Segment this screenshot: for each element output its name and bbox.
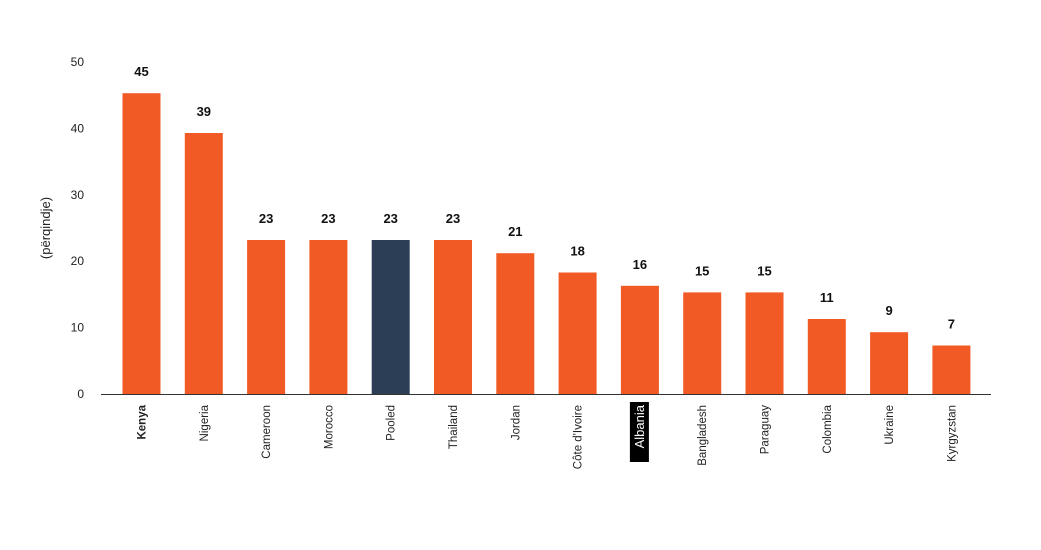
value-label: 23 <box>321 211 335 226</box>
y-tick-label: 10 <box>71 321 85 335</box>
category-label-group: Nigeria <box>199 404 211 441</box>
value-label: 21 <box>508 224 522 239</box>
category-label: Colombia <box>822 404 834 453</box>
category-label: Albania <box>632 404 647 448</box>
category-label: Morocco <box>323 405 335 449</box>
category-label-group: Cameroon <box>261 405 273 459</box>
category-label-group: Albania <box>629 402 649 462</box>
bar-morocco <box>309 240 348 394</box>
y-tick-label: 40 <box>71 121 85 135</box>
y-axis-ticks: 0 10 20 30 40 50 <box>71 55 85 401</box>
category-label: Paraguay <box>760 405 772 454</box>
value-label: 18 <box>570 244 584 259</box>
category-label: Nigeria <box>199 404 211 441</box>
category-label-group: Paraguay <box>760 405 772 454</box>
value-labels: 45 39 23 23 23 23 21 18 16 15 15 11 9 7 <box>134 64 955 331</box>
category-label-group: Thailand <box>448 405 460 449</box>
category-label-group: Jordan <box>510 405 522 440</box>
category-label: Kenya <box>137 404 149 439</box>
bars <box>122 93 971 394</box>
bar-bangladesh <box>683 292 722 394</box>
category-label-group: Kenya <box>137 404 149 439</box>
bar-cameroon <box>247 240 286 394</box>
value-label: 16 <box>633 257 647 272</box>
value-label: 45 <box>134 64 148 79</box>
bar-kenya <box>122 93 161 394</box>
category-label-group: Morocco <box>323 405 335 449</box>
category-label-group: Ukraine <box>884 405 896 445</box>
y-tick-label: 0 <box>77 387 84 401</box>
category-label: Côte d'Ivoire <box>573 405 585 469</box>
value-label: 39 <box>197 104 211 119</box>
category-label: Ukraine <box>884 405 896 445</box>
y-tick-label: 50 <box>71 55 85 69</box>
category-label: Bangladesh <box>697 405 709 466</box>
value-label: 15 <box>695 263 709 278</box>
value-label: 7 <box>948 317 955 332</box>
value-label: 23 <box>383 211 397 226</box>
category-label: Kyrgyzstan <box>946 405 958 462</box>
bar-ukraine <box>870 332 909 394</box>
category-label: Cameroon <box>261 405 273 459</box>
y-tick-label: 20 <box>71 254 85 268</box>
bar-thailand <box>434 240 472 394</box>
bar-jordan <box>496 253 535 394</box>
category-label: Jordan <box>510 405 522 440</box>
bar-c-te-d-ivoire <box>558 272 597 394</box>
bar-paraguay <box>745 292 784 394</box>
category-label-group: Côte d'Ivoire <box>573 405 585 469</box>
bar-pooled <box>371 240 410 394</box>
value-label: 23 <box>446 211 460 226</box>
category-label-group: Colombia <box>822 404 834 453</box>
value-label: 9 <box>885 303 892 318</box>
category-label: Pooled <box>386 405 398 441</box>
category-label-group: Pooled <box>386 405 398 441</box>
bar-kyrgyzstan <box>932 345 971 394</box>
value-label: 15 <box>757 263 771 278</box>
category-label-group: Bangladesh <box>697 405 709 466</box>
y-tick-label: 30 <box>71 188 85 202</box>
value-label: 23 <box>259 211 273 226</box>
bar-nigeria <box>184 133 223 394</box>
value-label: 11 <box>820 290 834 305</box>
bar-colombia <box>807 319 846 394</box>
category-label-highlight <box>629 402 649 462</box>
category-label-group: Kyrgyzstan <box>946 405 958 462</box>
category-label: Thailand <box>448 405 460 449</box>
bar-albania <box>620 285 659 394</box>
category-labels: Kenya Nigeria Cameroon Morocco Pooled Thailan… <box>137 402 958 469</box>
y-axis-label: (përqindje) <box>38 197 53 259</box>
